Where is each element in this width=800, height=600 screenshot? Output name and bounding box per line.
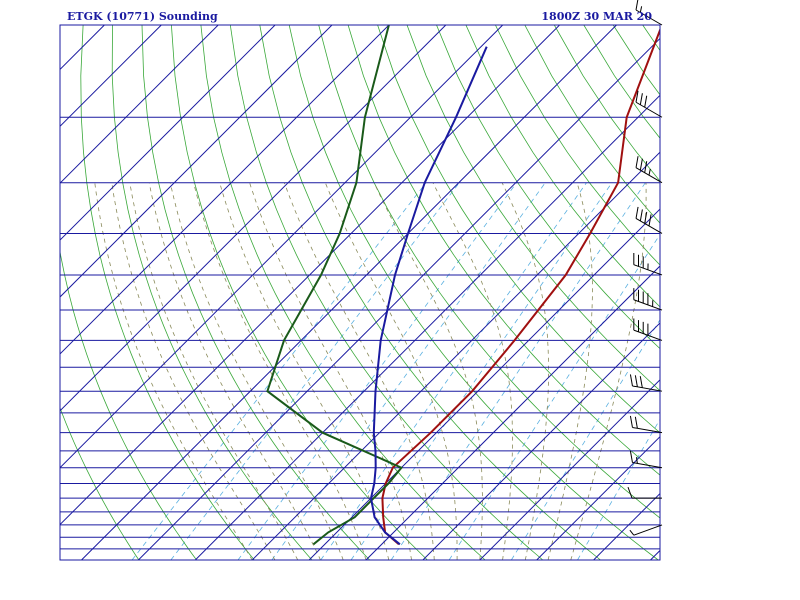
isotherm-line	[60, 25, 333, 298]
moist-adiabat	[94, 182, 253, 560]
moist-adiabat	[169, 182, 344, 560]
moist-adiabat	[129, 182, 299, 560]
mixing-ratio-line	[350, 182, 613, 560]
dry-adiabat	[259, 25, 601, 560]
dry-adiabat	[200, 25, 486, 560]
plot-area	[60, 25, 660, 560]
isotherm-line	[60, 25, 276, 241]
wind-barb	[633, 288, 663, 311]
moist-adiabat	[283, 182, 435, 560]
wind-barb-staff	[633, 524, 663, 536]
wind-barb-feather	[639, 209, 643, 222]
mixing-ratio-line	[510, 318, 660, 560]
isotherm-line	[60, 25, 162, 128]
isotherm-line	[479, 379, 660, 560]
mixing-ratio-line	[577, 418, 660, 560]
isotherm-line	[60, 25, 447, 412]
isotherm-line	[60, 25, 560, 526]
isotherm-line	[60, 25, 504, 469]
wind-barbs	[627, 0, 663, 536]
wind-barb-feather	[644, 95, 648, 108]
dry-adiabat	[141, 25, 370, 560]
wind-barb-feather	[635, 206, 639, 219]
wind-barb-feather	[639, 93, 643, 105]
wind-barb	[635, 0, 663, 26]
isobars	[60, 25, 660, 550]
dry-adiabat	[465, 25, 660, 308]
wind-barb-feather	[629, 415, 633, 428]
isotherm-line	[138, 37, 660, 560]
wind-barb-half-feather	[635, 457, 638, 464]
wind-barb	[635, 206, 663, 234]
wind-barb-feather	[639, 376, 643, 388]
wind-barb	[633, 318, 663, 341]
wind-barb-feather	[635, 90, 639, 103]
mixing-ratio-line	[271, 182, 546, 560]
dry-adiabat	[229, 25, 544, 560]
isotherm-line	[60, 25, 390, 355]
moist-adiabat	[570, 182, 647, 560]
wind-barb-feather	[629, 374, 633, 387]
wind-barb-feather	[634, 416, 638, 429]
dewpoint-line	[266, 25, 404, 546]
wind-barb-half-feather	[639, 6, 643, 13]
mixing-ratio-line	[170, 182, 460, 560]
parcel-path-line	[369, 46, 488, 546]
isotherm-line	[60, 25, 219, 184]
moist-adiabat	[373, 182, 483, 560]
dry-adiabat	[436, 25, 660, 350]
dry-adiabat	[60, 249, 197, 560]
mixing-ratio-line	[131, 182, 427, 560]
wind-barb	[629, 524, 663, 536]
plot-frame	[59, 24, 661, 561]
dry-adiabat	[80, 25, 255, 560]
wind-barb-half-feather	[629, 529, 635, 536]
wind-barb-half-feather	[648, 168, 651, 176]
moist-adiabat	[432, 182, 513, 560]
moist-adiabat	[148, 182, 321, 560]
wind-barb-feather	[629, 450, 633, 463]
wind-barb-feather	[648, 214, 652, 227]
wind-barb-feather	[634, 375, 638, 387]
wind-barb-feather	[644, 161, 648, 173]
dry-adiabat	[347, 25, 660, 476]
wind-barb	[629, 415, 663, 434]
isotherm-line	[81, 25, 617, 560]
profile-series	[266, 25, 660, 546]
dry-adiabat	[60, 406, 140, 560]
mixing-ratio-line	[320, 182, 587, 560]
chart-time: 1800Z 30 MAR 20	[541, 10, 652, 23]
wind-barb-feather	[644, 211, 648, 224]
moist-adiabat	[547, 182, 593, 560]
dry-adiabat	[406, 25, 660, 392]
wind-barb-feather	[635, 156, 639, 168]
wind-barb	[627, 486, 662, 499]
wind-barb	[633, 252, 663, 276]
moist-adiabat	[219, 182, 390, 560]
isotherm-line	[251, 151, 660, 560]
wind-barb	[635, 90, 663, 118]
wind-barb	[629, 374, 663, 392]
wind-barb-feather	[639, 158, 643, 171]
isotherm-line	[422, 322, 660, 560]
moist-adiabat	[193, 182, 367, 560]
isotherm-line	[536, 435, 660, 560]
isotherm-line	[194, 94, 660, 560]
dry-adiabat	[111, 25, 313, 560]
mixing-ratio-line	[448, 233, 660, 560]
moist-adiabat	[111, 182, 276, 560]
dry-adiabat	[495, 25, 660, 266]
chart-title: ETGK (10771) Sounding	[67, 10, 218, 23]
wind-barb-feather	[635, 0, 639, 11]
dry-adiabat	[377, 25, 660, 434]
temperature-line	[381, 27, 660, 546]
wind-barb-feather	[627, 486, 633, 499]
wind-barb	[629, 450, 663, 469]
wind-barb	[635, 156, 663, 184]
